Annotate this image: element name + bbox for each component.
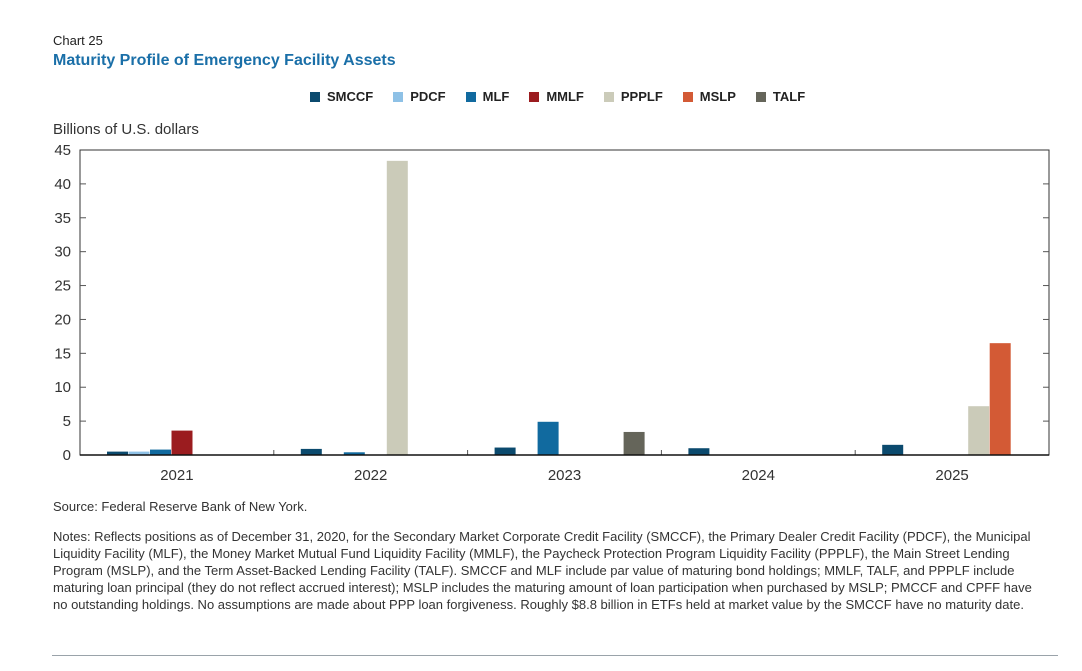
footer-divider	[52, 655, 1058, 656]
legend-label: MMLF	[546, 89, 584, 104]
y-tick-label: 30	[54, 244, 71, 261]
y-tick-label: 15	[54, 345, 71, 362]
bar-smccf-2022	[300, 448, 322, 455]
legend-swatch	[603, 91, 614, 102]
source-note: Source: Federal Reserve Bank of New York…	[53, 499, 308, 514]
notes-text: Notes: Reflects positions as of December…	[53, 529, 1032, 612]
legend: SMCCF PDCF MLF MMLF PPPLF MSLP TALF	[310, 89, 805, 104]
legend-item-mlf: MLF	[465, 89, 510, 104]
legend-label: TALF	[772, 89, 806, 104]
y-tick-label: 25	[54, 278, 71, 295]
x-tick-label: 2024	[742, 467, 775, 484]
legend-swatch	[682, 91, 693, 102]
bar-mmlf-2021	[171, 430, 193, 455]
bar-smccf-2025	[882, 444, 904, 455]
legend-swatch	[465, 91, 476, 102]
legend-item-smccf: SMCCF	[310, 89, 373, 104]
bar-ppplf-2025	[968, 406, 990, 455]
legend-item-talf: TALF	[755, 89, 806, 104]
bar-pdcf-2021	[128, 451, 150, 455]
y-tick-label: 35	[54, 210, 71, 227]
bar-smccf-2024	[688, 448, 710, 455]
x-tick-label: 2021	[160, 467, 193, 484]
legend-label: MLF	[482, 89, 510, 104]
legend-swatch	[529, 91, 540, 102]
chart-number: Chart 25	[53, 33, 103, 48]
bar-smccf-2023	[494, 447, 516, 455]
y-tick-label: 45	[54, 142, 71, 159]
x-tick-label: 2022	[354, 467, 387, 484]
y-tick-label: 0	[63, 447, 71, 464]
legend-item-mmlf: MMLF	[529, 89, 584, 104]
bar-talf-2023	[623, 431, 645, 455]
bar-smccf-2021	[107, 451, 128, 455]
legend-item-pdcf: PDCF	[393, 89, 446, 104]
legend-item-mslp: MSLP	[682, 89, 736, 104]
legend-label: SMCCF	[327, 89, 374, 104]
legend-swatch	[755, 91, 766, 102]
bar-ppplf-2022	[386, 160, 408, 455]
plot-frame	[79, 149, 1050, 456]
y-axis-label: Billions of U.S. dollars	[53, 121, 199, 138]
legend-label: MSLP	[699, 89, 736, 104]
y-tick-label: 5	[63, 413, 71, 430]
bar-mslp-2025	[989, 343, 1011, 455]
x-tick-label: 2023	[548, 467, 581, 484]
legend-label: PDCF	[410, 89, 446, 104]
legend-swatch	[393, 91, 404, 102]
bar-mlf-2021	[150, 449, 171, 455]
legend-label: PPPLF	[620, 89, 663, 104]
legend-item-ppplf: PPPLF	[603, 89, 663, 104]
bar-mlf-2022	[343, 452, 365, 455]
chart-title: Maturity Profile of Emergency Facility A…	[53, 52, 396, 69]
x-tick-label: 2025	[935, 467, 968, 484]
y-tick-label: 10	[54, 379, 71, 396]
y-tick-label: 20	[54, 311, 71, 328]
bar-mlf-2023	[537, 421, 559, 455]
legend-swatch	[310, 91, 320, 102]
y-tick-label: 40	[54, 176, 71, 193]
